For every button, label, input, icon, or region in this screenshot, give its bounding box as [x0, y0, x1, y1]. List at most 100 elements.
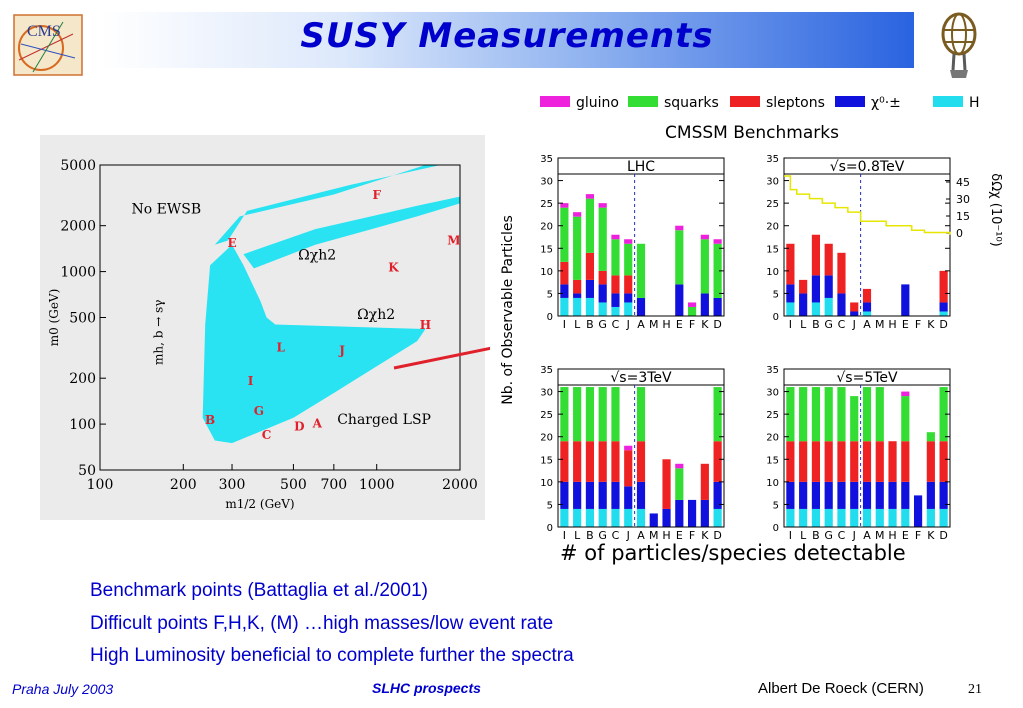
bar-segment: [585, 279, 595, 298]
x-tick-label: 300: [219, 477, 246, 493]
chart-legend: gluino squarks sleptons χ⁰·± H: [540, 95, 980, 111]
bar-segment: [913, 495, 923, 527]
bar-segment: [560, 508, 569, 527]
bar-segment: [713, 508, 722, 527]
bar-segment: [939, 508, 948, 527]
bar-segment: [786, 508, 795, 527]
bar-segment: [649, 513, 658, 527]
bar-segment: [611, 387, 620, 442]
bar-segment: [862, 481, 872, 509]
bar-segment: [675, 230, 684, 285]
region-relic-density-1: Ωχh2: [298, 248, 336, 264]
bar-segment: [573, 441, 582, 482]
x-tick-label: L: [800, 529, 807, 542]
bar-segment: [687, 302, 697, 307]
bar-segment: [687, 499, 697, 527]
bar-segment: [611, 508, 620, 527]
bar-segment: [560, 261, 569, 285]
x-tick-label: H: [662, 318, 670, 331]
y-tick-label: 10: [766, 267, 779, 278]
x-tick-label: E: [902, 529, 909, 542]
allowed-region: [202, 244, 426, 444]
bar-segment: [700, 234, 709, 240]
right-tick-label: 0: [956, 227, 963, 240]
region-relic-density-2: Ωχh2: [357, 307, 395, 323]
x-tick-label: K: [701, 318, 709, 331]
bar-segment: [585, 387, 595, 442]
bar-segment: [611, 306, 620, 316]
bar-segment: [824, 508, 833, 527]
bar-segment: [713, 387, 722, 442]
bar-segment: [799, 387, 808, 442]
x-tick-label: 700: [320, 477, 347, 493]
bar-segment: [713, 243, 722, 298]
region-charged-lsp: Charged LSP: [337, 412, 431, 428]
bar-segment: [837, 293, 846, 316]
x-tick-label: G: [598, 529, 607, 542]
observable-particles-svg: gluino squarks sleptons χ⁰·± H CMSSM Benchma…: [500, 95, 1003, 542]
y-tick-label: 2000: [60, 219, 96, 235]
bar-segment: [700, 463, 709, 500]
bar-segment: [786, 243, 795, 285]
y-tick-label: 0: [547, 523, 553, 534]
bar-segment: [662, 508, 671, 527]
bar-segment: [585, 481, 595, 509]
bar-segment: [624, 508, 633, 527]
x-tick-label: J: [626, 529, 630, 542]
bar-segment: [850, 481, 859, 509]
bullet-benchmark-points: Benchmark points (Battaglia et al./2001): [90, 580, 428, 601]
x-tick-label: H: [888, 529, 896, 542]
bar-segment: [573, 293, 582, 298]
y-tick-label: 20: [540, 222, 553, 233]
y-tick-label: 30: [540, 388, 553, 399]
benchmark-point-E: E: [227, 236, 236, 250]
bar-segment: [837, 387, 846, 442]
bar-segment: [624, 445, 633, 451]
x-tick-label: G: [824, 529, 833, 542]
y-tick-label: 20: [540, 433, 553, 444]
bar-segment: [837, 508, 846, 527]
bar-segment: [862, 387, 872, 442]
panel-title: √s=3TeV: [610, 370, 672, 386]
x-tick-label: B: [812, 318, 820, 331]
bar-segment: [636, 508, 646, 527]
page-number: 21: [968, 682, 982, 697]
bar-segment: [560, 207, 569, 262]
x-tick-label: D: [713, 529, 721, 542]
bar-segment: [901, 284, 910, 316]
bar-segment: [799, 481, 808, 509]
y-tick-label: 100: [69, 417, 96, 433]
footer-date: Praha July 2003: [12, 681, 114, 697]
plane-annotations: No EWSB Ωχh2 Ωχh2 Charged LSP mh, b → sγ: [132, 202, 431, 428]
bar-segment: [636, 387, 646, 442]
bar-segment: [560, 441, 569, 482]
y-tick-label: 0: [773, 523, 779, 534]
x-tick-label: 2000: [442, 477, 478, 493]
x-tick-label: 200: [170, 477, 197, 493]
bar-segment: [824, 481, 833, 509]
x-tick-label: B: [812, 529, 820, 542]
bar-segment: [811, 234, 821, 276]
bar-segment: [824, 243, 833, 276]
benchmark-point-H: H: [420, 318, 431, 332]
y-tick-label: 5: [773, 289, 779, 300]
x-tick-label: D: [939, 318, 947, 331]
x-tick-label: A: [637, 529, 645, 542]
bar-segment: [850, 302, 859, 312]
benchmark-point-J: J: [338, 344, 345, 358]
bar-segment: [675, 284, 684, 316]
benchmark-point-I: I: [248, 374, 254, 388]
y-tick-label: 10: [540, 478, 553, 489]
bar-segment: [636, 297, 646, 316]
bar-segment: [624, 275, 633, 294]
benchmark-plane-svg: 100 200 300 500 700 1000 2000 5000 2000 1000 500 20…: [47, 158, 478, 511]
bar-segment: [598, 508, 607, 527]
bar-segment: [611, 234, 620, 240]
x-tick-label: H: [662, 529, 670, 542]
x-tick-label: B: [586, 529, 594, 542]
x-tick-label: M: [875, 318, 885, 331]
bar-segment: [624, 239, 633, 244]
x-tick-label: I: [563, 529, 566, 542]
x-tick-label: I: [789, 318, 792, 331]
y-tick-label: 30: [766, 388, 779, 399]
